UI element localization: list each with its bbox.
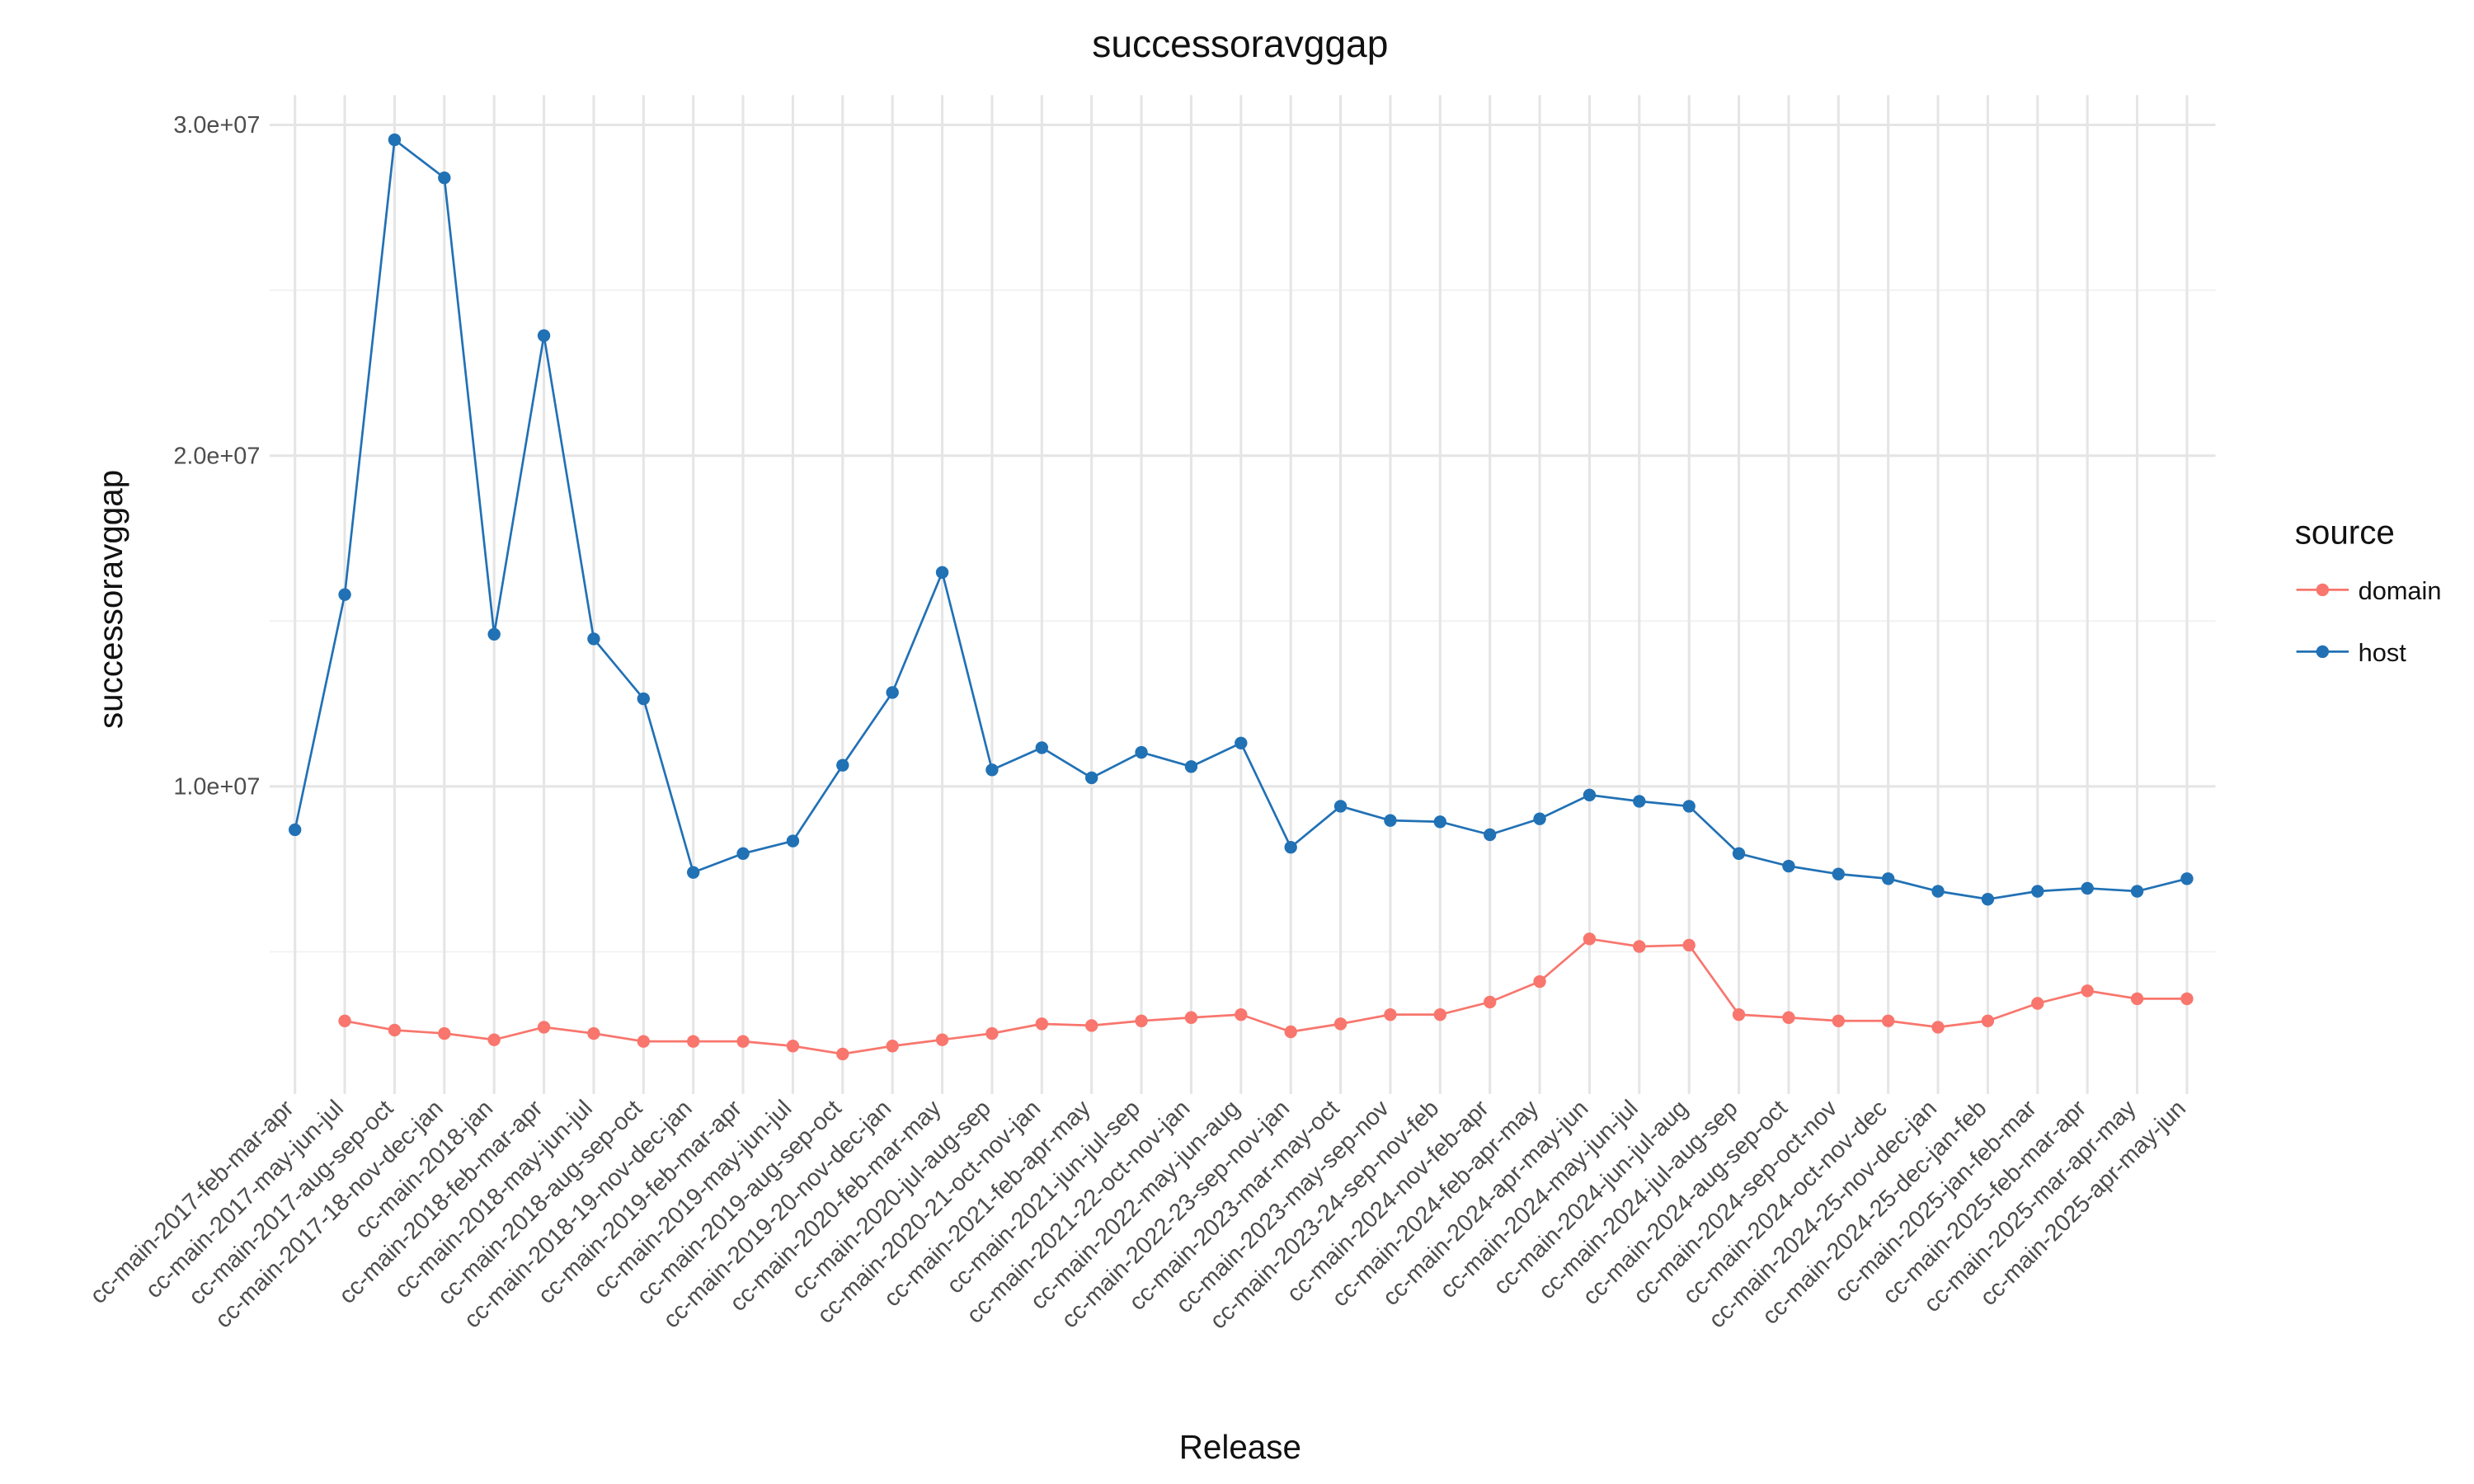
data-point [1832,867,1845,881]
data-point [537,1021,551,1034]
data-point [1981,892,1995,906]
data-point [736,847,750,860]
data-point [786,1040,800,1053]
y-tick-label: 1.0e+07 [173,773,260,800]
data-point [1035,741,1049,754]
data-point [338,588,351,601]
data-point [487,627,501,641]
y-tick-label: 3.0e+07 [173,112,260,139]
data-point [1832,1014,1845,1027]
legend-title: source [2295,514,2395,552]
legend-label: host [2359,638,2407,667]
data-point [886,686,899,699]
data-point [1931,885,1945,898]
data-point [1235,1007,1248,1021]
data-point [1333,800,1348,813]
grid [269,95,2216,1094]
data-point [836,1047,849,1061]
data-point [1235,736,1248,749]
data-point [1782,859,1795,873]
data-point [1981,1014,1995,1027]
data-point [1084,1019,1098,1032]
data-point [537,329,551,342]
data-point [686,1035,700,1048]
data-point [1782,1011,1795,1024]
data-point [736,1035,750,1048]
data-point [1881,872,1895,885]
data-point [836,758,849,772]
data-point [1135,745,1148,759]
x-axis-title: Release [1179,1428,1301,1466]
data-point [1135,1014,1148,1027]
data-point [1732,1007,1746,1021]
data-point [935,1033,949,1046]
data-point [2180,872,2194,885]
data-point [1533,812,1546,825]
y-tick-label: 2.0e+07 [173,443,260,469]
data-point [388,133,402,147]
legend: source domain host [2295,514,2442,667]
plot-area [289,133,2194,1061]
data-point [338,1014,351,1027]
data-point [1084,771,1098,785]
data-point [1633,940,1646,953]
data-point [1483,828,1497,842]
data-point [2130,885,2144,898]
legend-marker [2316,583,2330,597]
data-point [2130,992,2144,1006]
data-point [1184,760,1198,773]
data-point [438,171,451,185]
data-point [1881,1014,1895,1027]
data-point [1583,788,1597,801]
data-point [2081,984,2094,998]
data-point [1384,1007,1397,1021]
data-point [1284,1025,1297,1039]
data-point [786,834,800,848]
data-point [1483,995,1497,1009]
data-point [1035,1017,1049,1031]
data-point [2081,881,2094,895]
data-point [1284,840,1297,854]
data-point [886,1040,899,1053]
data-point [637,692,651,706]
data-point [1682,800,1696,813]
data-point [1931,1021,1945,1034]
data-point [587,1026,600,1040]
data-point [1682,938,1696,952]
data-point [2180,992,2194,1006]
data-point [2031,997,2044,1010]
data-point [587,632,600,646]
data-point [1633,795,1646,808]
data-point [289,823,302,837]
data-point [985,1026,999,1040]
data-point [1533,974,1546,989]
data-point [487,1033,501,1046]
data-point [1384,814,1397,827]
chart-title: successoravggap [1092,22,1388,65]
data-point [1433,815,1446,829]
data-point [2031,885,2044,898]
data-point [686,866,700,879]
data-point [985,763,999,777]
data-point [637,1035,651,1048]
data-point [1732,847,1746,860]
data-point [438,1026,451,1040]
legend-marker [2316,645,2330,659]
series-line [344,937,2187,1055]
data-point [1333,1017,1348,1031]
legend-label: domain [2359,576,2442,605]
data-point [935,566,949,579]
data-point [388,1023,402,1037]
data-point [1184,1011,1198,1024]
data-point [1583,932,1597,946]
y-axis-title: successoravggap [92,470,129,729]
data-point [1433,1007,1446,1021]
